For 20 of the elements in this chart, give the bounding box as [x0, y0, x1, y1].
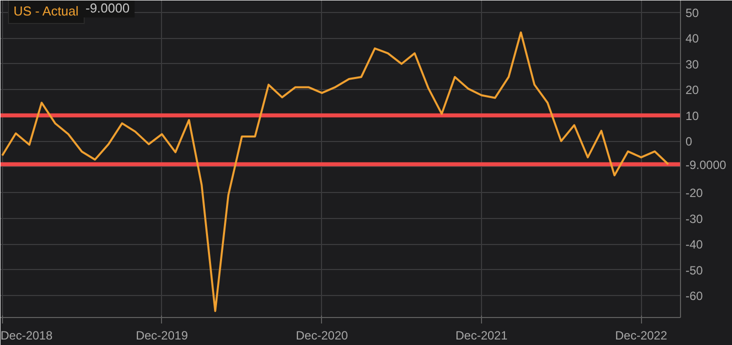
y-tick-label: 0 [686, 134, 692, 149]
y-tick-label: 20 [686, 83, 700, 98]
y-tick-label: -60 [686, 289, 704, 304]
x-tick-label: Dec-2022 [615, 328, 668, 342]
y-tick-label: -30 [686, 212, 704, 226]
x-tick-label: Dec-2020 [296, 328, 348, 342]
x-tick-label: Dec-2018 [0, 328, 53, 342]
text: US - Actual [14, 4, 79, 18]
y-tick-label: 40 [686, 32, 700, 46]
y-tick-label: -20 [686, 186, 704, 200]
annotation: -9.0000 [86, 0, 130, 16]
x-tick-label: Dec-2021 [456, 328, 508, 342]
y-tick-label: 30 [686, 57, 700, 72]
ref-line-label: -9.0000 [686, 158, 727, 172]
y-tick-label: 50 [686, 6, 700, 20]
y-tick-label: -40 [686, 238, 704, 252]
x-tick-label: Dec-2019 [136, 328, 188, 342]
y-tick-label: -50 [686, 263, 704, 278]
line-series [1, 31, 670, 312]
y-tick-label: 10 [686, 108, 700, 123]
